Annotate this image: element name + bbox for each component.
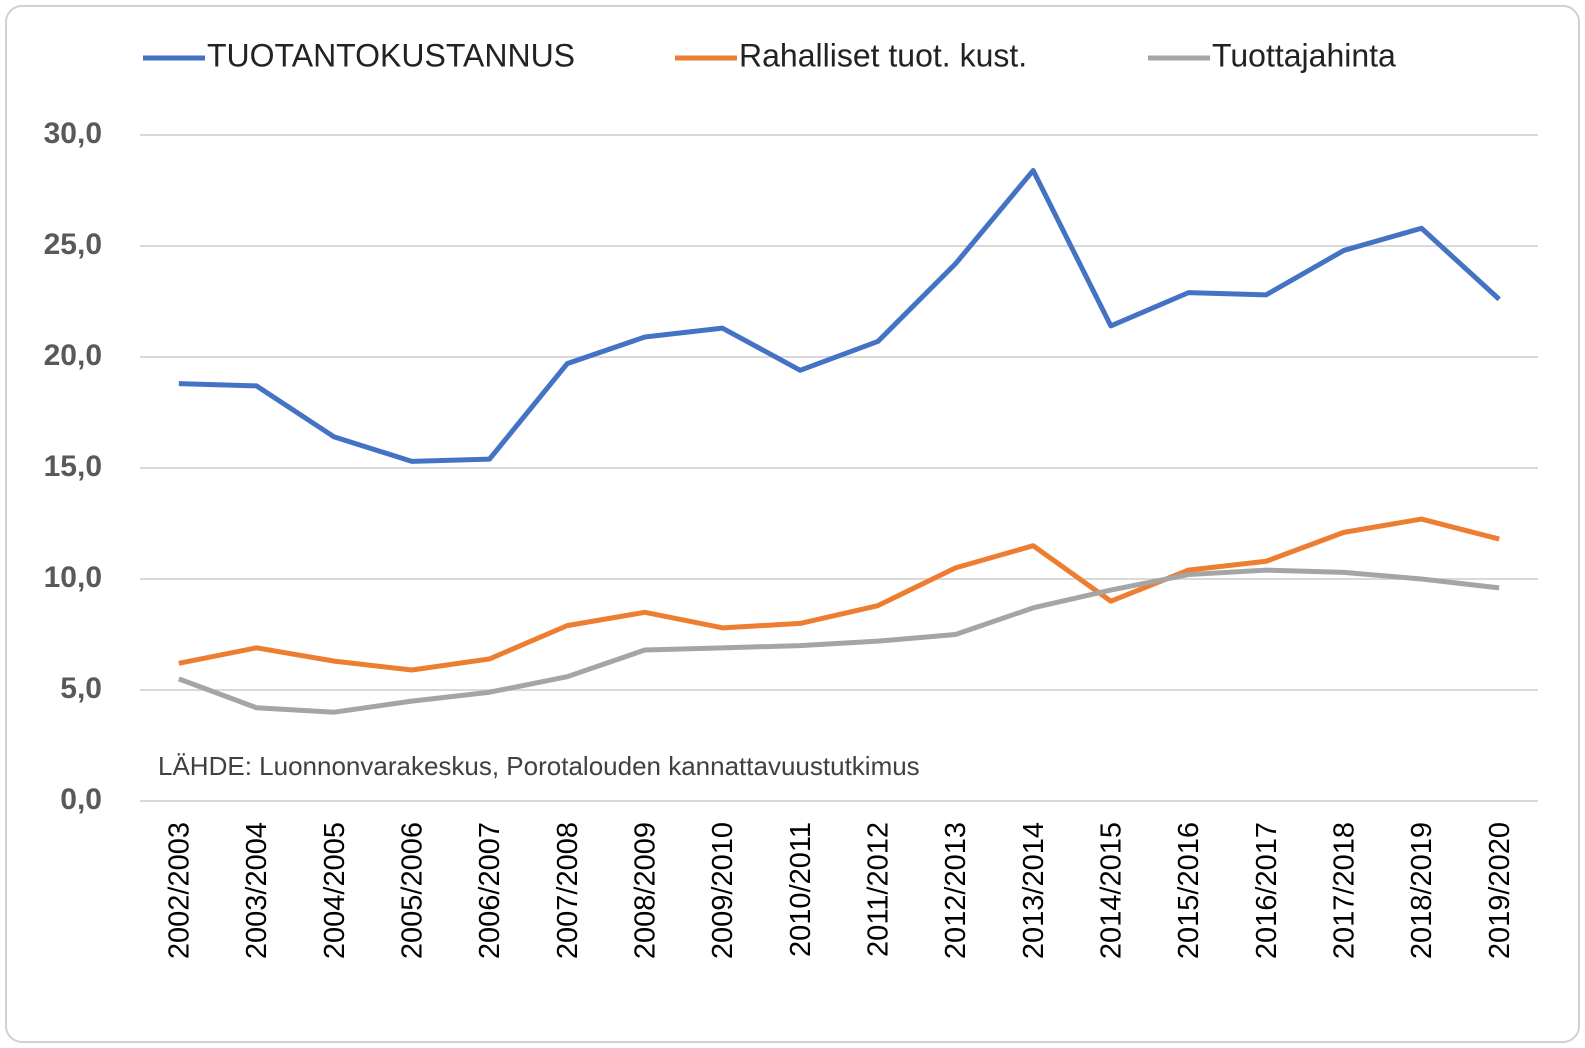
x-tick-label: 2004/2005 (319, 822, 351, 959)
legend-label: Rahalliset tuot. kust. (739, 37, 1027, 73)
x-tick-label: 2009/2010 (707, 822, 739, 959)
y-tick-label: 5,0 (60, 672, 102, 705)
x-tick-label: 2005/2006 (396, 822, 428, 959)
x-tick-label: 2018/2019 (1406, 822, 1438, 959)
chart-frame (5, 5, 1580, 1043)
x-tick-label: 2002/2003 (163, 822, 195, 959)
x-tick-label: 2007/2008 (552, 822, 584, 959)
x-tick-label: 2014/2015 (1095, 822, 1127, 959)
x-tick-label: 2003/2004 (241, 822, 273, 959)
x-tick-label: 2012/2013 (940, 822, 972, 959)
line-series (178, 516, 1500, 673)
x-tick-label: 2013/2014 (1018, 822, 1050, 959)
x-tick-label: 2008/2009 (629, 822, 661, 959)
line-series (177, 567, 1500, 715)
legend-label: Tuottajahinta (1212, 37, 1396, 73)
x-tick-label: 2015/2016 (1173, 822, 1205, 959)
annotation: LÄHDE: Luonnonvarakeskus, Porotalouden k… (158, 751, 920, 781)
y-tick-label: 10,0 (44, 561, 102, 594)
y-tick-label: 0,0 (60, 783, 102, 816)
line-series (178, 168, 1501, 464)
x-tick-label: 2010/2011 (785, 822, 817, 957)
x-tick-label: 2006/2007 (474, 822, 506, 959)
x-tick-label: 2011/2012 (862, 822, 894, 957)
x-tick-label: 2017/2018 (1328, 822, 1360, 959)
y-tick-label: 30,0 (44, 117, 102, 150)
legend-label: TUOTANTOKUSTANNUS (207, 37, 575, 73)
y-tick-label: 15,0 (44, 450, 102, 483)
x-tick-label: 2016/2017 (1251, 822, 1283, 959)
x-tick-label: 2019/2020 (1484, 822, 1516, 959)
y-tick-label: 20,0 (44, 339, 102, 372)
y-tick-label: 25,0 (44, 228, 102, 261)
